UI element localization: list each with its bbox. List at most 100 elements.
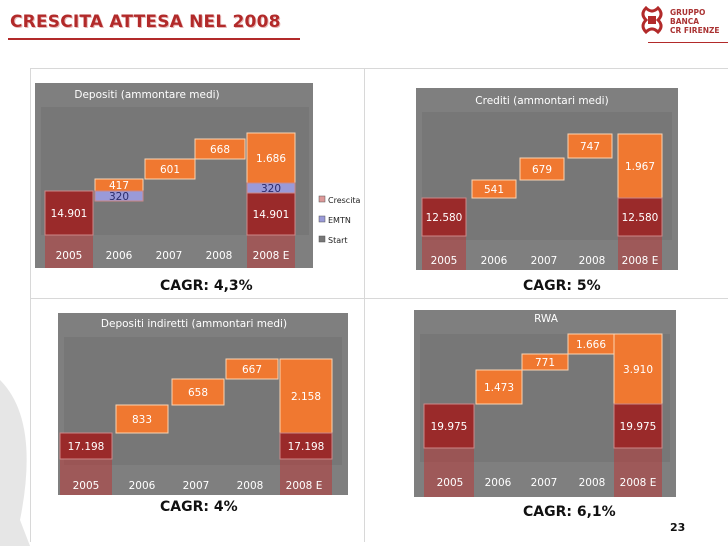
bar-2008 [194, 138, 246, 160]
tick-label: 2007 [156, 250, 183, 262]
cagr-crediti: CAGR: 5% [523, 278, 601, 294]
grid-line-left [30, 68, 31, 542]
tick-label: 2007 [531, 477, 558, 489]
tick-label: 2006 [106, 250, 133, 262]
data-label: 12.580 [426, 212, 463, 224]
data-label: 658 [188, 387, 208, 399]
tick-label: 2005 [73, 480, 100, 492]
legend-entry: Crescita [328, 196, 361, 205]
title-underline [8, 38, 300, 40]
data-label: 417 [109, 180, 129, 192]
data-label: 679 [532, 164, 552, 176]
data-label: 17.198 [68, 441, 105, 453]
tick-label: 2008 E [253, 250, 290, 262]
data-label: 1.967 [625, 161, 655, 173]
bar-2008-e [617, 133, 663, 199]
bar-2008 [225, 358, 279, 380]
bar-2008-e [279, 358, 333, 434]
data-label: 1.686 [256, 153, 286, 165]
data-label: 3.910 [623, 364, 653, 376]
cagr-depositi-indiretti: CAGR: 4% [160, 499, 238, 515]
bar-2008-e [279, 432, 333, 460]
bar-2005 [423, 403, 475, 449]
bar-2008 [567, 133, 613, 159]
logo-underline [648, 42, 728, 43]
bar-2006 [115, 404, 169, 434]
chart-legend: Crescita EMTN Start [313, 83, 361, 268]
page-number: 23 [670, 521, 686, 534]
decorative-swoosh [0, 380, 30, 546]
bar-2006 [94, 190, 144, 202]
logo-line-2: BANCA [670, 17, 700, 26]
tick-label: 2005 [56, 250, 83, 262]
logo-line-1: GRUPPO [670, 8, 706, 17]
bar-2006 [471, 179, 517, 199]
tick-label: 2008 [206, 250, 233, 262]
bar-2005 [44, 190, 94, 236]
chart-depositi-indiretti: Depositi indiretti (ammontari medi) 17.19… [58, 313, 348, 495]
data-label: 320 [109, 191, 129, 203]
bar-2008-e [617, 197, 663, 237]
tick-label: 2006 [481, 255, 508, 267]
chart-depositi: Depositi (ammontare medi)14.901417320601… [35, 83, 361, 268]
legend-swatch [318, 235, 326, 243]
bar-2006 [475, 369, 523, 405]
data-label: 771 [535, 357, 555, 369]
data-label: 833 [132, 414, 152, 426]
tick-label: 2006 [485, 477, 512, 489]
tick-label: 2008 [237, 480, 264, 492]
grid-line-top [30, 68, 728, 69]
page-title: CRESCITA ATTESA NEL 2008 [10, 12, 281, 32]
data-label: 17.198 [288, 441, 325, 453]
data-label: 747 [580, 141, 600, 153]
tick-label: 2008 E [286, 480, 323, 492]
data-label: 12.580 [622, 212, 659, 224]
tick-label: 2008 E [622, 255, 659, 267]
cagr-depositi: CAGR: 4,3% [160, 278, 253, 294]
chart-title: Crediti (ammontari medi) [475, 95, 608, 107]
tick-label: 2005 [437, 477, 464, 489]
bar-2005 [59, 432, 113, 460]
data-label: 19.975 [431, 421, 468, 433]
bank-logo-icon [641, 6, 663, 35]
data-label: 668 [210, 144, 230, 156]
data-label: 1.666 [576, 339, 606, 351]
bar-2007 [171, 378, 225, 406]
data-label: 2.158 [291, 391, 321, 403]
data-label: 14.901 [51, 208, 88, 220]
data-label: 14.901 [253, 209, 290, 221]
cagr-rwa: CAGR: 6,1% [523, 504, 616, 520]
data-label: 541 [484, 184, 504, 196]
chart-title: Depositi (ammontare medi) [74, 89, 219, 101]
tick-label: 2007 [531, 255, 558, 267]
bar-2007 [144, 158, 196, 180]
data-label: 320 [261, 183, 281, 195]
data-label: 19.975 [620, 421, 657, 433]
grid-line-horizontal [30, 298, 728, 299]
tick-label: 2008 [579, 477, 606, 489]
data-label: 1.473 [484, 382, 514, 394]
bar-2007 [521, 353, 569, 371]
bar-2008-e [246, 132, 296, 184]
legend-swatch [318, 195, 326, 203]
tick-label: 2005 [431, 255, 458, 267]
legend-entry: Start [328, 236, 348, 245]
legend-entry: EMTN [328, 216, 351, 225]
grid-line-vertical [364, 68, 365, 542]
bar-2008-e [613, 403, 663, 449]
chart-title: RWA [534, 313, 559, 325]
bar-2008-e [246, 192, 296, 236]
chart-rwa: RWA 19.975 1.473 771 1.666 3.910 19.975 2005 200… [414, 310, 676, 497]
tick-label: 2007 [183, 480, 210, 492]
tick-label: 2008 [579, 255, 606, 267]
legend-swatch [318, 215, 326, 223]
chart-crediti: Crediti (ammontari medi) 12.580 541 679 747 1… [416, 88, 678, 270]
bar-2005 [421, 197, 467, 237]
bar-2008-e [613, 333, 663, 405]
logo-line-3: CR FIRENZE [670, 26, 720, 35]
data-label: 667 [242, 364, 262, 376]
logo-text: GRUPPO BANCA CR FIRENZE [670, 8, 720, 35]
tick-label: 2006 [129, 480, 156, 492]
tick-label: 2008 E [620, 477, 657, 489]
bar-2007 [519, 157, 565, 181]
